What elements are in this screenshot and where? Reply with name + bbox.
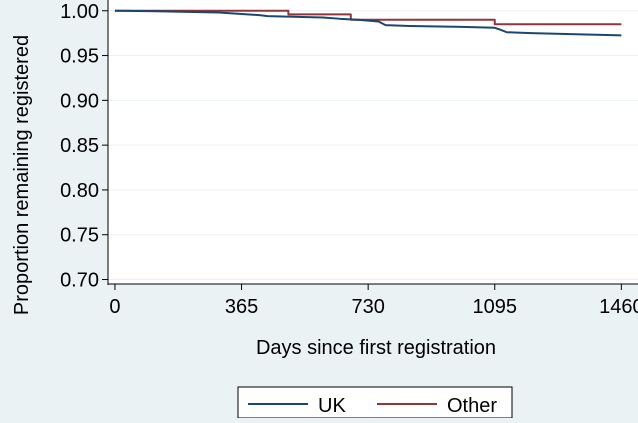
y-axis: 0.70 0.75 0.80 0.85 0.90 0.95 1.00 bbox=[60, 1, 108, 292]
x-tick-label: 1095 bbox=[472, 296, 517, 318]
legend-label-uk: UK bbox=[318, 395, 346, 417]
y-tick-label: 0.85 bbox=[60, 135, 99, 157]
y-tick-label: 0.70 bbox=[60, 270, 99, 292]
series-line-other bbox=[114, 9, 622, 26]
x-tick-label: 0 bbox=[109, 296, 120, 318]
legend-label-other: Other bbox=[447, 395, 497, 417]
legend-box bbox=[237, 386, 513, 419]
y-tick-label: 0.95 bbox=[60, 46, 99, 68]
plot-area bbox=[108, 0, 638, 284]
x-tick-label: 1460 bbox=[599, 296, 638, 318]
x-tick-label: 365 bbox=[225, 296, 258, 318]
series-line-uk bbox=[114, 9, 622, 37]
x-tick-label: 730 bbox=[351, 296, 384, 318]
series-lines bbox=[114, 9, 622, 37]
y-axis-label: Proportion remaining registered bbox=[11, 35, 33, 315]
y-tick-label: 0.80 bbox=[60, 180, 99, 202]
x-axis-label: Days since first registration bbox=[256, 337, 496, 359]
legend: UK Other bbox=[237, 386, 513, 419]
y-tick-label: 1.00 bbox=[60, 1, 99, 23]
y-tick-label: 0.75 bbox=[60, 225, 99, 247]
x-axis: 0 365 730 1095 1460 bbox=[109, 284, 638, 318]
y-tick-label: 0.90 bbox=[60, 90, 99, 112]
